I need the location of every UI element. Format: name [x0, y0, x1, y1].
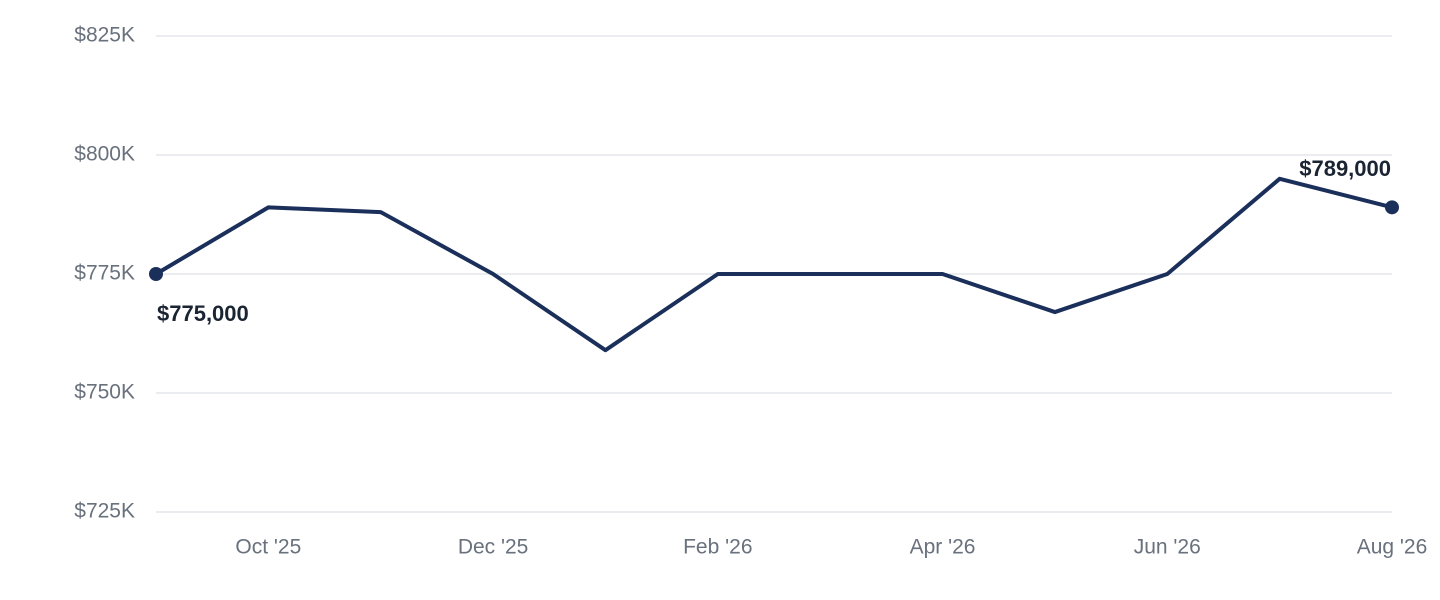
x-tick-label: Apr '26: [910, 536, 976, 559]
y-tick-label: $775K: [74, 262, 135, 285]
x-tick-label: Oct '25: [235, 536, 301, 559]
point: [1385, 200, 1399, 215]
value-label: $775,000: [157, 301, 249, 326]
y-tick-label: $725K: [74, 500, 135, 523]
y-tick-label: $800K: [74, 143, 135, 166]
x-tick-label: Jun '26: [1134, 536, 1201, 559]
x-tick-label: Dec '25: [458, 536, 529, 559]
point: [149, 267, 163, 281]
x-tick-label: Aug '26: [1357, 536, 1428, 559]
x-tick-label: Feb '26: [683, 536, 752, 559]
value-label: $789,000: [1299, 156, 1391, 181]
line: [154, 176, 1393, 353]
y-tick-label: $825K: [74, 24, 135, 47]
y-tick-label: $750K: [74, 381, 135, 404]
